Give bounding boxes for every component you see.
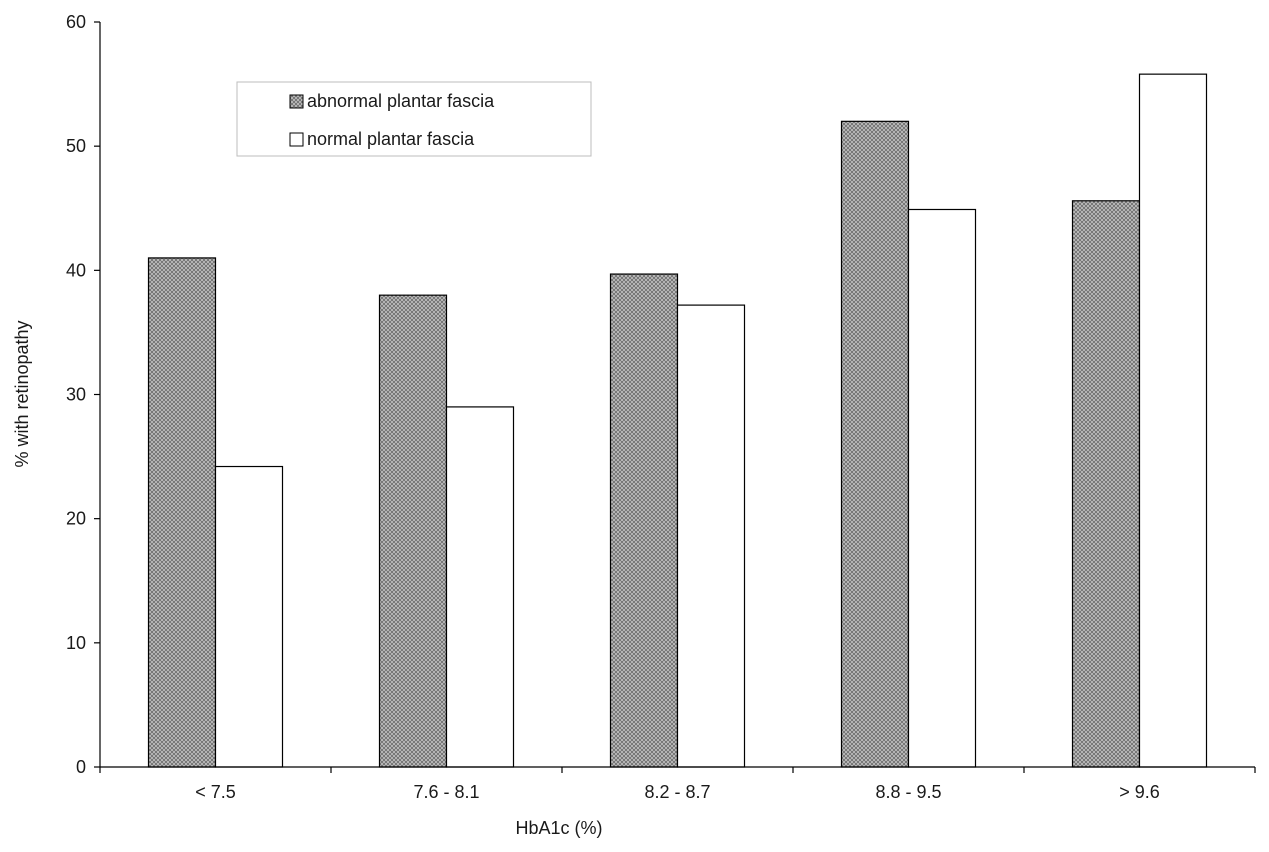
- bar-abnormal-0: [147, 257, 217, 768]
- bar-abnormal-1: [378, 294, 448, 768]
- bar-abnormal-4: [1071, 200, 1141, 768]
- y-tick-label-4: 40: [66, 260, 86, 280]
- y-tick-label-0: 0: [76, 757, 86, 777]
- bar-normal-1: [445, 406, 515, 768]
- bar-normal-4: [1138, 73, 1208, 768]
- x-tick-label-0: < 7.5: [195, 782, 236, 802]
- bar-normal-0: [214, 465, 284, 768]
- legend-swatch-abnormal: [289, 94, 304, 109]
- bar-normal-2: [676, 304, 746, 768]
- bar-normal-3: [907, 208, 977, 768]
- legend-swatch-normal: [289, 132, 304, 147]
- y-axis-label: % with retinopathy: [12, 320, 32, 467]
- x-tick-label-4: > 9.6: [1119, 782, 1160, 802]
- y-tick-label-6: 60: [66, 12, 86, 32]
- x-tick-label-2: 8.2 - 8.7: [644, 782, 710, 802]
- legend-label-normal: normal plantar fascia: [307, 129, 475, 149]
- x-tick-label-3: 8.8 - 9.5: [875, 782, 941, 802]
- y-tick-label-2: 20: [66, 509, 86, 529]
- y-tick-label-3: 30: [66, 385, 86, 405]
- x-axis-label: HbA1c (%): [515, 818, 602, 838]
- x-tick-label-1: 7.6 - 8.1: [413, 782, 479, 802]
- bar-abnormal-3: [840, 120, 910, 768]
- y-tick-label-1: 10: [66, 633, 86, 653]
- legend: abnormal plantar fascia normal plantar f…: [236, 81, 592, 157]
- legend-label-abnormal: abnormal plantar fascia: [307, 91, 495, 111]
- y-tick-label-5: 50: [66, 136, 86, 156]
- bar-abnormal-2: [609, 273, 679, 768]
